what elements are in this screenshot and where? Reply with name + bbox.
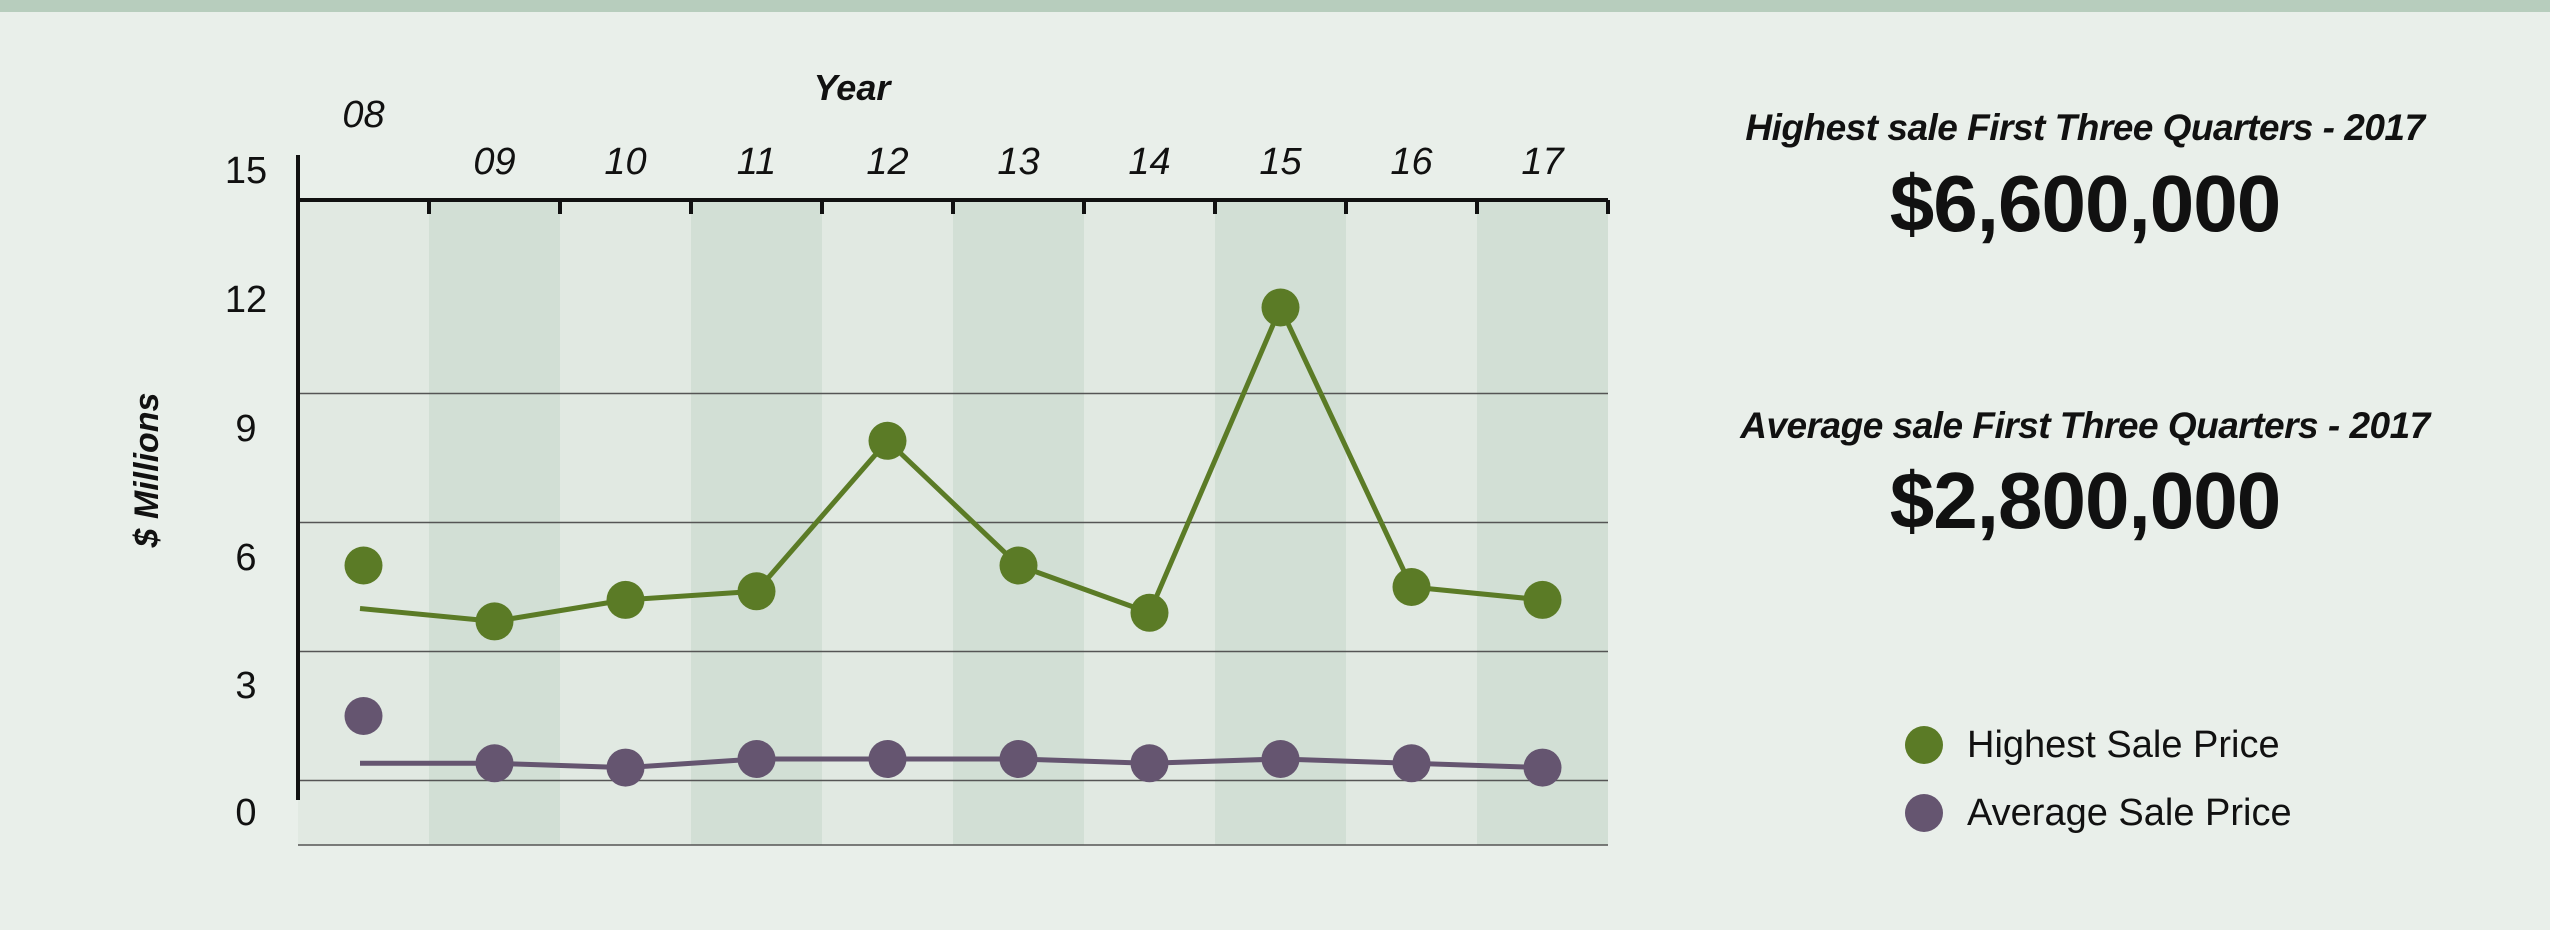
gridlines <box>298 392 1608 846</box>
x-tick-label: 16 <box>1390 141 1433 183</box>
y-tick-label: 0 <box>235 792 256 834</box>
data-point <box>1261 288 1300 327</box>
data-point <box>344 546 383 585</box>
x-tick-label: 12 <box>866 141 908 183</box>
data-point <box>999 546 1038 585</box>
data-point <box>475 744 514 783</box>
data-point <box>868 740 907 778</box>
y-tick-label: 12 <box>225 279 267 321</box>
data-point <box>1523 748 1562 787</box>
axes <box>296 155 1610 800</box>
series-line-0 <box>359 305 1543 624</box>
data-point <box>868 421 907 460</box>
y-tick-label: 15 <box>225 150 267 192</box>
data-point <box>1392 744 1431 783</box>
y-tick-label: 9 <box>235 408 256 450</box>
y-axis-title: $ Millions <box>128 393 166 549</box>
series-group <box>344 288 1562 787</box>
data-point <box>1392 568 1431 606</box>
x-tick-label: 17 <box>1521 141 1565 183</box>
data-point <box>737 572 776 611</box>
legend-item-highest: Highest Sale Price <box>1905 720 2280 770</box>
y-tick-labels: 0 3 6 9 12 15 <box>225 150 267 834</box>
y-tick-label: 3 <box>235 665 256 707</box>
x-tick-label: 13 <box>997 141 1039 183</box>
legend-label-average: Average Sale Price <box>1967 791 2292 834</box>
legend-label-highest: Highest Sale Price <box>1967 723 2280 766</box>
x-tick-label: 09 <box>473 141 515 183</box>
x-tick-label: 08 <box>342 94 384 136</box>
data-point <box>344 697 383 735</box>
data-point <box>606 748 645 787</box>
data-point <box>999 740 1038 778</box>
data-point <box>475 602 514 641</box>
data-point <box>1523 580 1562 619</box>
data-point <box>606 580 645 619</box>
x-tick-label: 11 <box>737 141 776 183</box>
line-chart: 08 09 10 11 12 13 14 15 16 17 0 3 6 9 12 15 Year $ Mil… <box>128 67 1610 846</box>
series-line-1 <box>360 756 1543 771</box>
data-point <box>1130 593 1169 632</box>
average-sale-label: Average sale First Three Quarters - 2017 <box>1740 405 2430 446</box>
x-axis-title: Year <box>814 67 893 108</box>
y-tick-label: 6 <box>235 537 256 579</box>
x-tick-label: 10 <box>604 141 646 183</box>
highest-sale-value: $6,600,000 <box>1889 159 2281 248</box>
data-point <box>1261 740 1300 778</box>
data-point <box>737 740 776 778</box>
x-tick-labels: 08 09 10 11 12 13 14 15 16 17 <box>342 94 1565 183</box>
average-sale-value: $2,800,000 <box>1889 456 2281 545</box>
x-tick-label: 14 <box>1128 141 1170 183</box>
highest-sale-label: Highest sale First Three Quarters - 2017 <box>1745 107 2425 148</box>
legend-marker-highest <box>1905 726 1943 764</box>
data-point <box>1130 744 1169 783</box>
legend-marker-average <box>1905 794 1943 832</box>
legend-item-average: Average Sale Price <box>1905 788 2292 838</box>
top-accent-bar <box>0 0 2550 12</box>
x-tick-label: 15 <box>1259 141 1302 183</box>
